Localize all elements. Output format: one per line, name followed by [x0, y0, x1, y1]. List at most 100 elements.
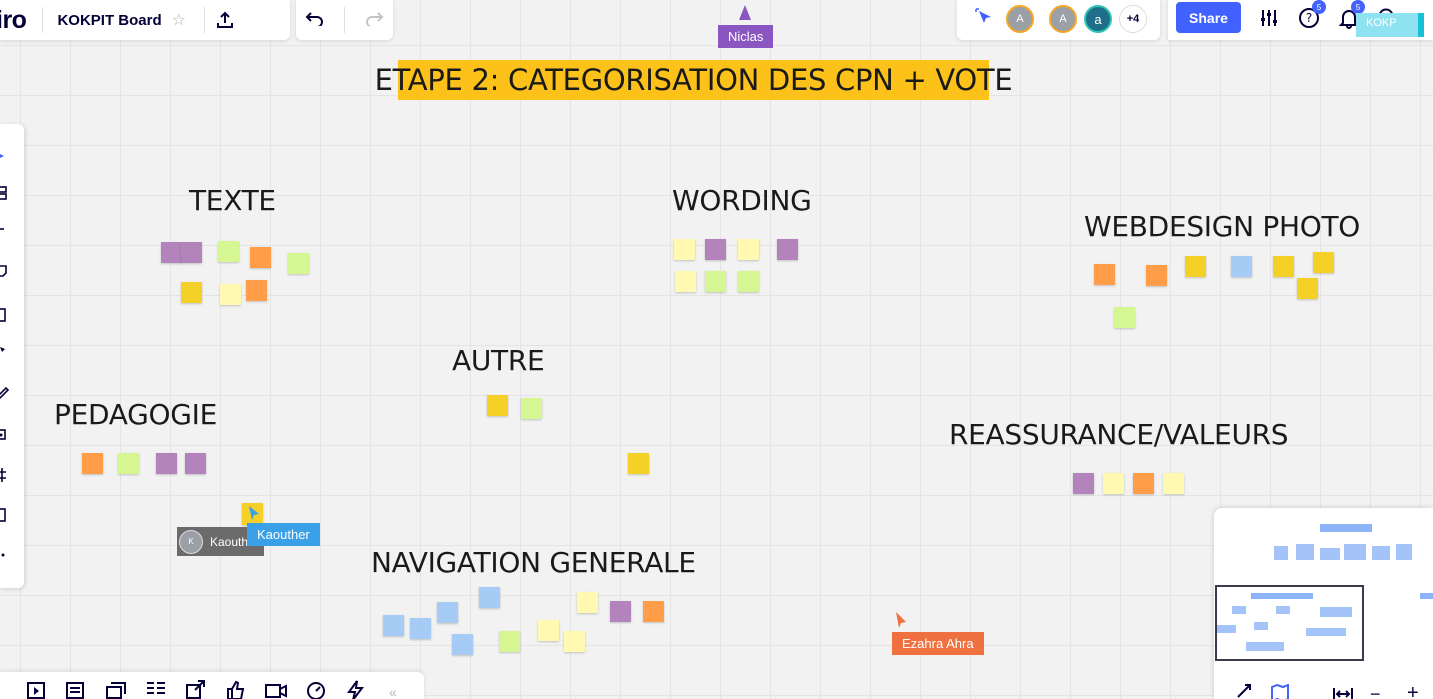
- sticky-note[interactable]: [521, 398, 542, 419]
- select-cursor-icon[interactable]: [0, 152, 10, 166]
- sticky-note[interactable]: [1146, 265, 1167, 286]
- frame-icon[interactable]: [0, 468, 10, 482]
- more-collaborators-button[interactable]: +4: [1119, 5, 1147, 33]
- help-button[interactable]: ?: [1295, 4, 1323, 32]
- sticky-note[interactable]: [675, 271, 696, 292]
- sticky-note[interactable]: [185, 453, 206, 474]
- settings-sliders-button[interactable]: [1255, 4, 1283, 32]
- sticky-note[interactable]: [487, 395, 508, 416]
- sticky-note[interactable]: [577, 592, 598, 613]
- sticky-note[interactable]: [777, 239, 798, 260]
- cards-icon[interactable]: [105, 680, 127, 699]
- sticky-note[interactable]: [181, 282, 202, 303]
- share-button[interactable]: Share: [1176, 2, 1241, 33]
- sticky-note[interactable]: [1273, 256, 1294, 277]
- sticky-note-icon[interactable]: [0, 264, 10, 278]
- sticky-note[interactable]: [1163, 473, 1184, 494]
- more-tools-icon[interactable]: [0, 548, 10, 562]
- sticky-note[interactable]: [1313, 252, 1334, 273]
- minimap-viewport[interactable]: [1215, 585, 1364, 661]
- minimap-cluster: [1396, 544, 1412, 560]
- sticky-note[interactable]: [452, 634, 473, 655]
- heading-pedagogie[interactable]: PEDAGOGIE: [54, 398, 217, 431]
- map-icon[interactable]: [1270, 684, 1290, 699]
- open-external-icon[interactable]: [185, 680, 207, 699]
- sticky-note[interactable]: [437, 602, 458, 623]
- sticky-note[interactable]: [610, 601, 631, 622]
- sticky-note[interactable]: [181, 242, 202, 263]
- video-call-icon[interactable]: [265, 680, 287, 699]
- heading-navigation-generale[interactable]: NAVIGATION GENERALE: [371, 546, 696, 579]
- sticky-note[interactable]: [161, 242, 182, 263]
- sticky-note[interactable]: [479, 587, 500, 608]
- zoom-out-icon[interactable]: −: [1370, 684, 1381, 699]
- redo-button[interactable]: [364, 10, 384, 31]
- board-banner-title[interactable]: ETAPE 2: CATEGORISATION DES CPN + VOTE: [375, 60, 1013, 100]
- collaborator-avatar[interactable]: a: [1084, 5, 1112, 33]
- lightning-icon[interactable]: [345, 680, 367, 699]
- frame-comment-icon[interactable]: [0, 428, 10, 442]
- sticky-note[interactable]: [1133, 473, 1154, 494]
- cursor-select-icon[interactable]: [975, 8, 995, 33]
- fit-width-icon[interactable]: [1332, 686, 1354, 699]
- collapse-bar-icon[interactable]: «: [389, 684, 397, 699]
- miro-logo[interactable]: iro: [0, 5, 27, 34]
- sticky-note[interactable]: [499, 631, 520, 652]
- shape-tool-icon[interactable]: [0, 308, 10, 322]
- collaborator-avatar[interactable]: A: [1006, 5, 1034, 33]
- minimap[interactable]: − +: [1214, 508, 1433, 699]
- heading-reassurance-valeurs[interactable]: REASSURANCE/VALEURS: [949, 418, 1289, 451]
- heading-autre[interactable]: AUTRE: [452, 344, 545, 377]
- sticky-note[interactable]: [705, 271, 726, 292]
- undo-button[interactable]: [305, 10, 325, 31]
- sticky-note[interactable]: [82, 453, 103, 474]
- sticky-note[interactable]: [1094, 264, 1115, 285]
- export-button[interactable]: [205, 0, 245, 40]
- sticky-note[interactable]: [118, 453, 139, 474]
- reaction-thumbs-up-icon[interactable]: [225, 680, 247, 699]
- sticky-note[interactable]: [1297, 278, 1318, 299]
- board-title[interactable]: KOKPIT Board: [57, 11, 162, 29]
- presentation-icon[interactable]: [26, 680, 48, 699]
- zoom-in-icon[interactable]: +: [1407, 682, 1419, 699]
- sticky-note[interactable]: [1231, 256, 1252, 277]
- upload-tool-icon[interactable]: [0, 508, 10, 522]
- sticky-note[interactable]: [628, 453, 649, 474]
- notifications-button[interactable]: [1335, 4, 1363, 32]
- sticky-note[interactable]: [410, 618, 431, 639]
- pen-icon[interactable]: [0, 384, 10, 400]
- sticky-note[interactable]: [705, 239, 726, 260]
- sticky-note[interactable]: [738, 271, 759, 292]
- sticky-note[interactable]: [250, 247, 271, 268]
- timer-icon[interactable]: [305, 680, 327, 699]
- sticky-note[interactable]: [246, 280, 267, 301]
- kanban-icon[interactable]: [145, 680, 167, 699]
- collaborator-avatar[interactable]: A: [1049, 5, 1077, 33]
- sticky-note[interactable]: [383, 615, 404, 636]
- sticky-note[interactable]: [1114, 307, 1135, 328]
- text-tool-icon[interactable]: [0, 224, 10, 238]
- heading-webdesign-photo[interactable]: WEBDESIGN PHOTO: [1084, 210, 1361, 243]
- sticky-note[interactable]: [1103, 473, 1124, 494]
- cursor-label-kaouther: Kaouther: [247, 523, 320, 546]
- heading-texte[interactable]: TEXTE: [189, 184, 276, 217]
- star-icon[interactable]: ☆: [171, 12, 186, 29]
- sticky-note[interactable]: [738, 239, 759, 260]
- sticky-note[interactable]: [674, 239, 695, 260]
- templates-icon[interactable]: [0, 186, 10, 200]
- sticky-note[interactable]: [218, 241, 239, 262]
- cursor-tag-edge: [1418, 13, 1424, 37]
- fit-screen-icon[interactable]: [1236, 684, 1254, 699]
- notes-icon[interactable]: [65, 680, 87, 699]
- sliders-icon: [1261, 10, 1277, 26]
- sticky-note[interactable]: [564, 631, 585, 652]
- sticky-note[interactable]: [220, 284, 241, 305]
- heading-wording[interactable]: WORDING: [672, 184, 812, 217]
- sticky-note[interactable]: [643, 601, 664, 622]
- sticky-note[interactable]: [1185, 256, 1206, 277]
- connection-line-icon[interactable]: [0, 344, 10, 358]
- sticky-note[interactable]: [1073, 473, 1094, 494]
- sticky-note[interactable]: [288, 253, 309, 274]
- sticky-note[interactable]: [156, 453, 177, 474]
- sticky-note[interactable]: [538, 620, 559, 641]
